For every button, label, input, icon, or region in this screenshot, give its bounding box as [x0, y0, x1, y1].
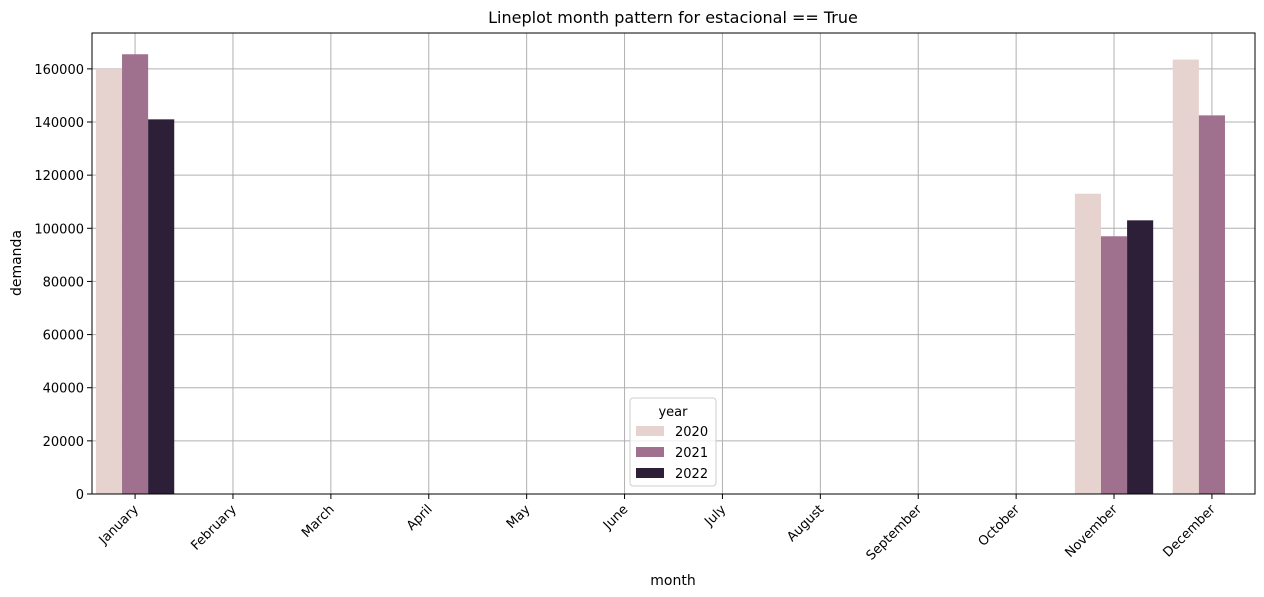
bar-2020-november — [1074, 193, 1101, 494]
legend-label-2020: 2020 — [675, 425, 708, 440]
legend-label-2021: 2021 — [675, 446, 708, 461]
y-tick-label: 100000 — [34, 222, 84, 237]
bar-2021-december — [1198, 115, 1225, 495]
legend-swatch-2022 — [636, 468, 664, 478]
bar-2020-january — [95, 68, 123, 495]
y-tick-label: 120000 — [34, 169, 84, 184]
legend-swatch-2020 — [636, 426, 664, 436]
legend-title: year — [658, 405, 688, 420]
bar-2021-november — [1100, 236, 1128, 494]
chart-title: Lineplot month pattern for estacional ==… — [488, 8, 858, 27]
bars — [95, 54, 1225, 495]
y-tick-label: 160000 — [34, 63, 84, 78]
bar-2020-december — [1172, 59, 1199, 494]
bar-2022-january — [148, 119, 175, 495]
legend-box — [629, 397, 717, 487]
y-axis-label: demanda — [9, 230, 25, 296]
legend: year 2020 2021 2022 — [629, 397, 717, 487]
y-tick-label: 80000 — [43, 275, 84, 290]
y-tick-label: 20000 — [43, 435, 84, 450]
bar-2022-november — [1127, 220, 1154, 495]
x-axis-label: month — [650, 573, 695, 589]
y-tick-label: 40000 — [43, 382, 84, 397]
legend-label-2022: 2022 — [675, 467, 708, 482]
legend-swatch-2021 — [636, 447, 664, 457]
y-tick-label: 140000 — [34, 116, 84, 131]
bar-2021-january — [122, 54, 149, 495]
y-tick-label: 60000 — [43, 329, 84, 344]
y-tick-label: 0 — [76, 488, 84, 503]
plot-frame — [91, 32, 1256, 495]
